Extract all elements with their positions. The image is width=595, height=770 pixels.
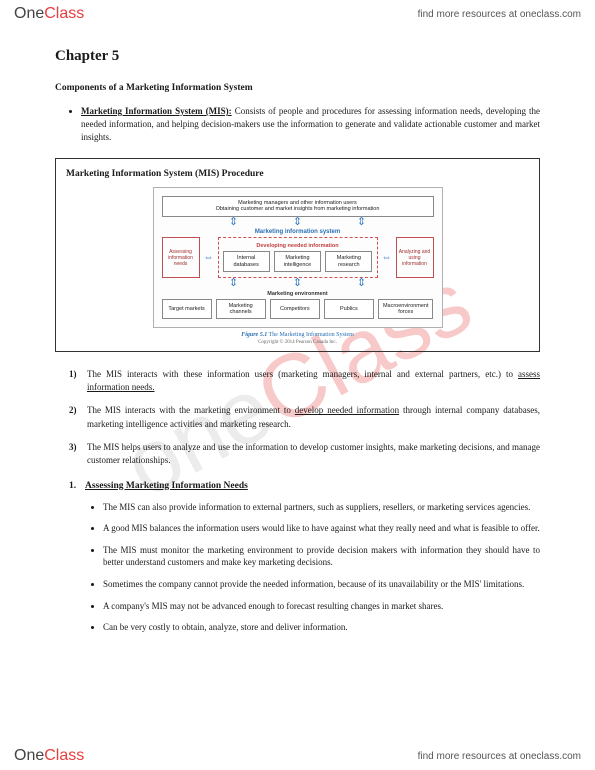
list-item: A good MIS balances the information user… (103, 522, 540, 535)
double-arrow-icon: ⇔ (382, 252, 392, 263)
fig-mid-block: Marketing intelligence (274, 251, 321, 272)
fig-bottom-block: Competitors (270, 299, 320, 320)
subsection-title: Assessing Marketing Information Needs (85, 481, 248, 491)
fig-bottom-block: Target markets (162, 299, 212, 320)
double-arrow-icon: ⇕ (229, 280, 238, 288)
fig-dev-label: Developing needed information (223, 243, 373, 249)
fig-top-block: Marketing managers and other information… (162, 196, 434, 217)
fig-mid-block: Internal databases (223, 251, 270, 272)
list-item: Can be very costly to obtain, analyze, s… (103, 621, 540, 634)
double-arrow-icon: ⇕ (229, 219, 238, 227)
numbered-list: 1) The MIS interacts with these informat… (55, 368, 540, 466)
figure-caption: Figure 5.1 The Marketing Information Sys… (66, 332, 529, 338)
definition-list: Marketing Information System (MIS): Cons… (55, 105, 540, 144)
double-arrow-icon: ⇕ (293, 280, 302, 288)
double-arrow-icon: ⇔ (204, 252, 214, 263)
brand-part1: One (14, 747, 44, 764)
brand-part2: Class (44, 747, 84, 764)
double-arrow-icon: ⇕ (357, 219, 366, 227)
arrow-row: ⇕ ⇕ ⇕ (162, 280, 434, 288)
fig-right-side: Analyzing and using information (396, 237, 434, 278)
item-number: 1) (69, 368, 77, 381)
item-text: The MIS interacts with these information… (87, 369, 518, 379)
mis-figure: Marketing managers and other information… (153, 187, 443, 328)
brand-part2: Class (44, 5, 84, 22)
numbered-item: 1) The MIS interacts with these informat… (69, 368, 540, 394)
brand-logo: OneClass (14, 5, 84, 23)
fig-bottom-block: Publics (324, 299, 374, 320)
figure-copyright: Copyright © 2014 Pearson Canada Inc. (66, 340, 529, 345)
numbered-item: 2) The MIS interacts with the marketing … (69, 404, 540, 430)
chapter-title: Chapter 5 (55, 48, 540, 65)
document-page: Chapter 5 Components of a Marketing Info… (0, 0, 595, 683)
arrow-row: ⇕ ⇕ ⇕ (162, 219, 434, 227)
section-heading: Components of a Marketing Information Sy… (55, 83, 540, 93)
item-underline: develop needed information (295, 405, 399, 415)
list-item: A company's MIS may not be advanced enou… (103, 600, 540, 613)
double-arrow-icon: ⇕ (357, 280, 366, 288)
brand-logo: OneClass (14, 747, 84, 765)
fig-left-side: Assessing information needs (162, 237, 200, 278)
header-resource-link[interactable]: find more resources at oneclass.com (418, 9, 581, 20)
subsection-heading: 1.Assessing Marketing Information Needs (69, 481, 540, 491)
subsection-bullets: The MIS can also provide information to … (55, 501, 540, 634)
fig-bottom-block: Marketing channels (216, 299, 266, 320)
diagram-title: Marketing Information System (MIS) Proce… (66, 169, 529, 179)
footer-resource-link[interactable]: find more resources at oneclass.com (418, 751, 581, 762)
list-item: The MIS must monitor the marketing envir… (103, 544, 540, 569)
subsection-number: 1. (69, 481, 85, 491)
numbered-item: 3) The MIS helps users to analyze and us… (69, 441, 540, 467)
figure-caption-text: The Marketing Information System (267, 332, 354, 338)
fig-bottom-block: Macroenvironment forces (378, 299, 434, 320)
definition-term: Marketing Information System (MIS): (81, 106, 232, 116)
fig-mis-label: Marketing information system (162, 229, 434, 235)
item-number: 2) (69, 404, 77, 417)
item-text: The MIS helps users to analyze and use t… (87, 442, 540, 465)
figure-label: Figure 5.1 (241, 332, 267, 338)
fig-mid-block: Marketing research (325, 251, 372, 272)
diagram-container: Marketing Information System (MIS) Proce… (55, 158, 540, 352)
header-bar: OneClass find more resources at oneclass… (0, 0, 595, 28)
item-text: The MIS interacts with the marketing env… (87, 405, 295, 415)
double-arrow-icon: ⇕ (293, 219, 302, 227)
footer-bar: OneClass find more resources at oneclass… (0, 742, 595, 770)
list-item: Sometimes the company cannot provide the… (103, 578, 540, 591)
brand-part1: One (14, 5, 44, 22)
definition-item: Marketing Information System (MIS): Cons… (81, 105, 540, 144)
fig-env-label: Marketing environment (162, 291, 434, 297)
list-item: The MIS can also provide information to … (103, 501, 540, 514)
fig-center-group: Developing needed information Internal d… (218, 237, 378, 278)
item-number: 3) (69, 441, 77, 454)
